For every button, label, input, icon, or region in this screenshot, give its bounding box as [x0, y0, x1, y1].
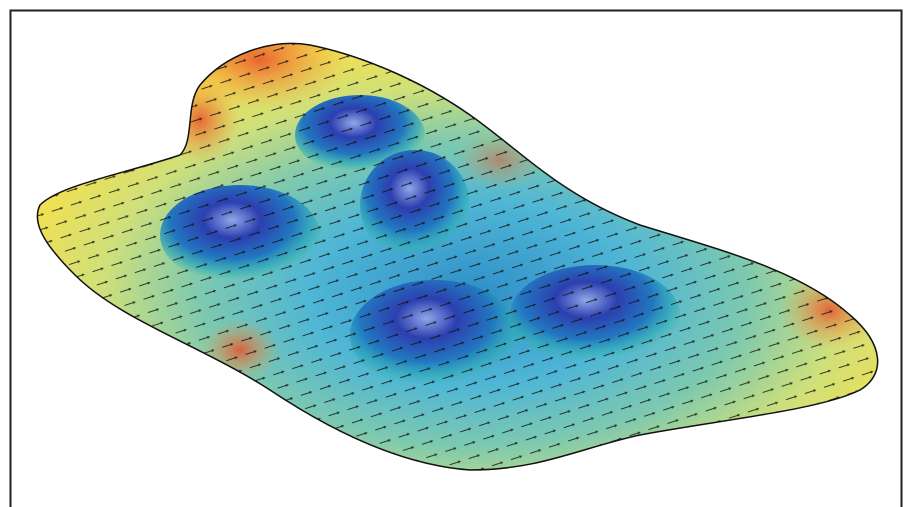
- page: [0, 0, 912, 507]
- surface: [0, 0, 912, 507]
- vector-field: [0, 0, 912, 507]
- figure: [0, 0, 912, 507]
